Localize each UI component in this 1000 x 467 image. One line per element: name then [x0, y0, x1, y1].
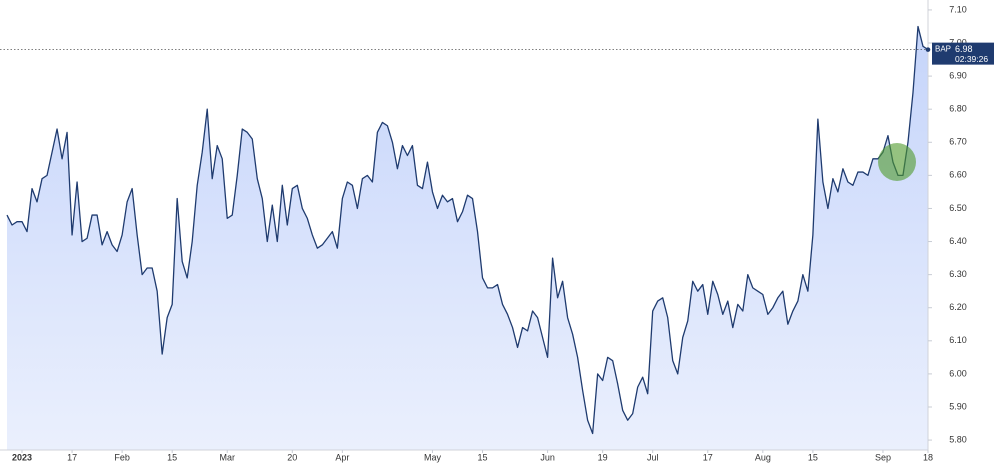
- x-tick-label: Jun: [540, 452, 555, 462]
- price-value: 6.98: [955, 44, 973, 54]
- x-tick-label: 17: [67, 452, 77, 462]
- x-tick-label: 19: [598, 452, 608, 462]
- y-tick-label: 6.20: [949, 302, 967, 312]
- x-tick-label: Feb: [114, 452, 130, 462]
- x-tick-label: 20: [287, 452, 297, 462]
- x-tick-label: 17: [703, 452, 713, 462]
- x-tick-label: 15: [167, 452, 177, 462]
- y-tick-label: 6.10: [949, 335, 967, 345]
- x-tick-label: Mar: [219, 452, 235, 462]
- price-symbol: BAP: [935, 45, 951, 54]
- y-tick-label: 6.80: [949, 104, 967, 114]
- y-tick-label: 7.10: [949, 4, 967, 14]
- x-tick-label: Sep: [875, 452, 891, 462]
- price-tag: [932, 42, 994, 65]
- y-tick-label: 6.60: [949, 170, 967, 180]
- y-tick-label: 6.90: [949, 70, 967, 80]
- x-tick-label: 15: [478, 452, 488, 462]
- y-tick-label: 6.30: [949, 269, 967, 279]
- last-price-dot: [925, 47, 931, 52]
- y-tick-label: 5.90: [949, 401, 967, 411]
- x-tick-label: 18: [923, 452, 933, 462]
- highlight-marker: [878, 143, 916, 181]
- y-tick-label: 6.40: [949, 236, 967, 246]
- y-tick-label: 6.50: [949, 203, 967, 213]
- y-tick-label: 6.70: [949, 137, 967, 147]
- x-tick-label: Aug: [755, 452, 771, 462]
- x-tick-label: 15: [808, 452, 818, 462]
- x-tick-label: 2023: [12, 452, 32, 462]
- y-tick-label: 6.00: [949, 368, 967, 378]
- x-tick-label: Apr: [335, 452, 349, 462]
- x-tick-label: May: [424, 452, 442, 462]
- x-tick-label: Jul: [647, 452, 659, 462]
- y-tick-label: 5.80: [949, 434, 967, 444]
- area-fill: [7, 26, 928, 450]
- price-line: [6, 25, 929, 435]
- y-tick-label: 7.00: [949, 37, 967, 47]
- price-time: 02:39:26: [955, 54, 988, 64]
- plot-area: [6, 25, 929, 450]
